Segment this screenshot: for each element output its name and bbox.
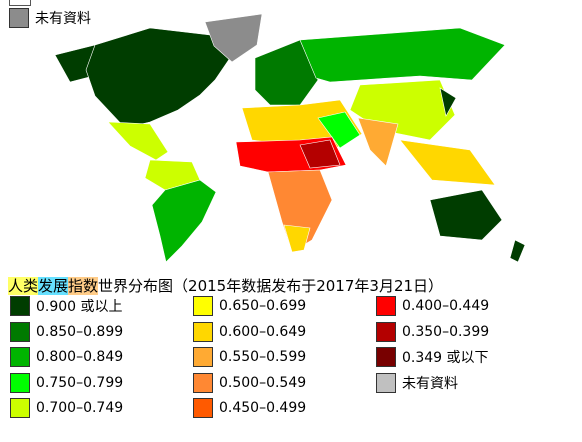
legend-item: 0.400–0.449 [376,296,489,316]
new-zealand [509,239,526,263]
legend-item: 0.550–0.599 [193,347,306,367]
legend-label: 0.850–0.899 [36,323,124,340]
legend-label: 0.450–0.499 [219,400,307,416]
north-america [85,27,233,129]
legend-swatch [10,296,30,316]
legend-item: 0.500–0.549 [193,372,307,393]
southern-africa [283,224,311,253]
legend-label: 0.700–0.749 [36,400,124,416]
legend-swatch [10,398,30,418]
legend-swatch [9,8,29,28]
legend-item: 0.450–0.499 [193,398,306,418]
legend-label: 0.550–0.599 [219,349,307,365]
legend-item: 0.349 或以下 [376,347,489,367]
legend-label: 0.650–0.699 [219,298,307,314]
legend-label: 未有資料 [35,11,91,27]
map-title: 人类发展指数世界分布图（2015年数据发布于2017年3月21日） [8,275,443,296]
legend-swatch [193,296,213,316]
south-america [151,179,217,263]
title-part: 发展 [38,277,69,295]
legend-label: 0.900 或以上 [36,299,123,315]
legend-swatch [10,372,30,393]
legend-swatch [193,347,213,367]
title-part: 世界分布图（2015年数据发布于2017年3月21日） [98,277,444,295]
legend-swatch [9,0,31,6]
legend-item: 0.600–0.649 [193,321,307,342]
southeast-asia [399,139,496,186]
legend-swatch [193,372,213,393]
legend-item: 0.800–0.849 [10,347,123,367]
legend-item: 未有資料 [376,372,458,393]
legend-item: 0.750–0.799 [10,372,124,393]
legend-swatch [376,372,396,393]
legend-label: 0.350–0.399 [402,323,490,340]
legend-label: 0.400–0.449 [402,298,490,314]
africa-horn [299,139,341,169]
mexico [107,121,169,161]
legend-swatch [10,321,30,342]
legend-label: 0.600–0.649 [219,323,307,340]
india [357,117,399,167]
legend-swatch [376,296,396,316]
legend-item: 0.900 或以上 [10,296,123,316]
legend-label: 0.500–0.549 [219,374,307,391]
top-legend: 未有資料 [9,8,91,28]
legend-swatch [376,347,396,367]
legend-swatch [376,321,396,342]
legend: 0.900 或以上 0.850–0.899 0.800–0.849 0.750–0.7… [10,296,570,426]
legend-label: 0.750–0.799 [36,374,124,391]
title-part: 人类 [8,277,39,295]
africa-central [267,169,333,253]
legend-item: 0.650–0.699 [193,296,306,316]
japan [439,87,457,117]
legend-label: 0.349 或以下 [402,350,489,366]
australia [429,189,503,241]
legend-swatch [193,321,213,342]
legend-swatch [10,347,30,367]
legend-item: 0.700–0.749 [10,398,123,418]
world-map [54,13,526,263]
legend-item: 0.850–0.899 [10,321,124,342]
title-part: 指数 [68,277,99,295]
greenland [204,13,263,63]
legend-label: 0.800–0.849 [36,349,124,365]
legend-swatch [193,398,213,418]
russia [299,27,506,83]
legend-item: 0.350–0.399 [376,321,490,342]
legend-label: 未有資料 [402,375,458,392]
